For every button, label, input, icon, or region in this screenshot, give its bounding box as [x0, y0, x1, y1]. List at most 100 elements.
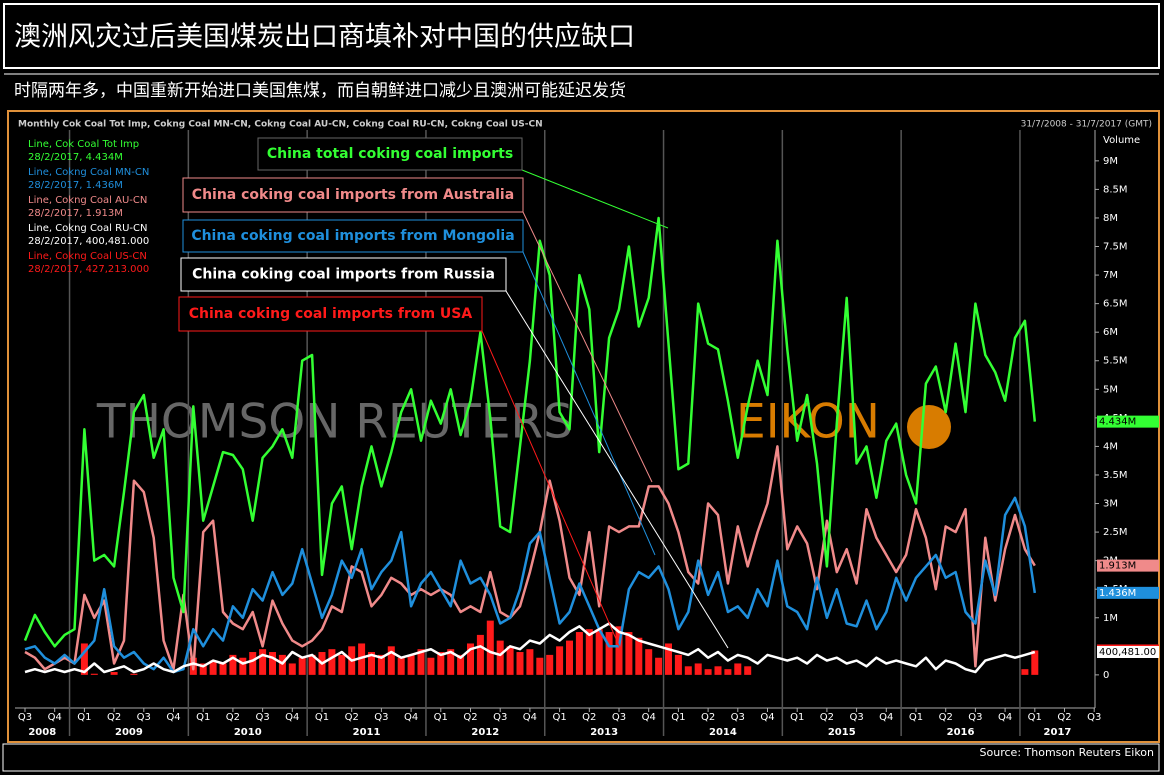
bar — [615, 626, 623, 675]
x-tick-label: Q4 — [879, 712, 893, 723]
annotation-box — [178, 296, 483, 332]
bar — [437, 652, 445, 675]
series-line — [24, 622, 1036, 674]
bar — [417, 649, 425, 675]
source-frame — [2, 743, 1160, 772]
value-tag: 1.436M — [1099, 588, 1136, 599]
x-tick-label: Q3 — [255, 712, 269, 723]
bar — [575, 632, 583, 675]
subtitle: 时隔两年多，中国重新开始进口美国焦煤，而自朝鲜进口减少且澳洲可能延迟发货 — [14, 81, 626, 101]
x-tick-label: Q3 — [137, 712, 151, 723]
year-label: 2013 — [590, 727, 618, 738]
bar — [526, 649, 534, 675]
bar — [278, 654, 286, 675]
bar — [130, 673, 138, 675]
legend-value: 28/2/2017, 400,481.000 — [28, 236, 149, 247]
x-tick-label: Q1 — [315, 712, 329, 723]
year-label: 2017 — [1044, 727, 1072, 738]
value-tag-bg — [1097, 415, 1159, 428]
x-tick-label: Q1 — [790, 712, 804, 723]
bar — [734, 663, 742, 675]
annotation: China coking coal imports from Russia — [192, 267, 495, 283]
bar — [288, 663, 296, 675]
annotation-box — [182, 219, 524, 253]
value-tag-bg — [1097, 586, 1159, 599]
legend-name: Line, Cokng Coal RU-CN — [28, 223, 147, 234]
year-label: 2012 — [471, 727, 499, 738]
headline: 澳洲风灾过后美国煤炭出口商填补对中国的供应缺口 — [14, 22, 635, 53]
x-tick-label: Q4 — [166, 712, 180, 723]
x-tick-label: Q4 — [642, 712, 656, 723]
annotation: China coking coal imports from Mongolia — [191, 228, 514, 244]
bar — [249, 652, 257, 675]
y-tick-label: 6.5M — [1103, 299, 1128, 310]
bar — [605, 632, 613, 675]
bar — [199, 663, 207, 675]
x-tick-label: Q2 — [1057, 712, 1071, 723]
series-line — [24, 445, 1036, 671]
leader-line — [505, 290, 729, 649]
series-line — [23, 216, 1037, 648]
x-tick-label: Q1 — [1028, 712, 1042, 723]
date-range: 31/7/2008 - 31/7/2017 (GMT) — [1021, 120, 1152, 130]
value-tag: 1.913M — [1099, 561, 1136, 572]
year-label: 2016 — [947, 727, 975, 738]
annotation: China coking coal imports from Australia — [192, 187, 514, 203]
bar — [298, 657, 306, 675]
bar — [486, 620, 494, 675]
bar — [209, 660, 217, 675]
bar — [219, 663, 227, 675]
bar — [328, 649, 336, 675]
legend-value: 28/2/2017, 1.913M — [28, 208, 123, 219]
leader-line — [481, 330, 621, 649]
x-tick-label: Q2 — [345, 712, 359, 723]
bar — [674, 654, 682, 675]
bar — [269, 652, 276, 675]
bar — [694, 663, 702, 675]
y-axis-label: Volume — [1103, 135, 1140, 146]
bar — [556, 646, 564, 675]
bar — [467, 643, 474, 675]
x-tick-label: Q2 — [463, 712, 477, 723]
value-tag-bg — [1097, 646, 1159, 659]
bar — [427, 657, 435, 675]
x-tick-label: Q3 — [374, 712, 388, 723]
leader-line — [521, 169, 669, 229]
bar — [110, 672, 118, 675]
x-tick-label: Q3 — [612, 712, 626, 723]
bar — [506, 646, 514, 675]
watermark: THOMSON REUTERS — [96, 395, 588, 450]
y-tick-label: 1M — [1103, 613, 1118, 624]
bar — [684, 666, 692, 675]
year-label: 2014 — [709, 727, 737, 738]
annotation: China coking coal imports from USA — [189, 306, 473, 322]
x-tick-label: Q2 — [107, 712, 121, 723]
bar — [239, 657, 247, 675]
y-tick-label: 2.5M — [1103, 527, 1128, 538]
bar — [397, 657, 405, 675]
x-tick-label: Q2 — [226, 712, 240, 723]
bar — [358, 643, 366, 675]
year-label: 2011 — [353, 727, 381, 738]
x-tick-label: Q2 — [701, 712, 715, 723]
y-tick-label: 7M — [1103, 270, 1118, 281]
bar — [655, 657, 663, 675]
x-tick-label: Q4 — [285, 712, 299, 723]
x-tick-label: Q4 — [998, 712, 1012, 723]
x-tick-label: Q3 — [493, 712, 507, 723]
legend-name: Line, Cokng Coal US-CN — [28, 251, 147, 262]
bar — [80, 643, 88, 675]
legend-name: Line, Cokng Coal AU-CN — [28, 195, 147, 206]
x-tick-label: Q1 — [196, 712, 210, 723]
bar — [457, 654, 465, 675]
value-tag-bg — [1097, 559, 1159, 572]
bar — [496, 640, 504, 675]
x-tick-label: Q1 — [434, 712, 448, 723]
bar — [387, 646, 395, 675]
annotation-box — [257, 137, 523, 171]
x-tick-label: Q3 — [849, 712, 863, 723]
legend-value: 28/2/2017, 4.434M — [28, 152, 123, 163]
bar — [229, 654, 237, 675]
x-tick-label: Q1 — [909, 712, 923, 723]
